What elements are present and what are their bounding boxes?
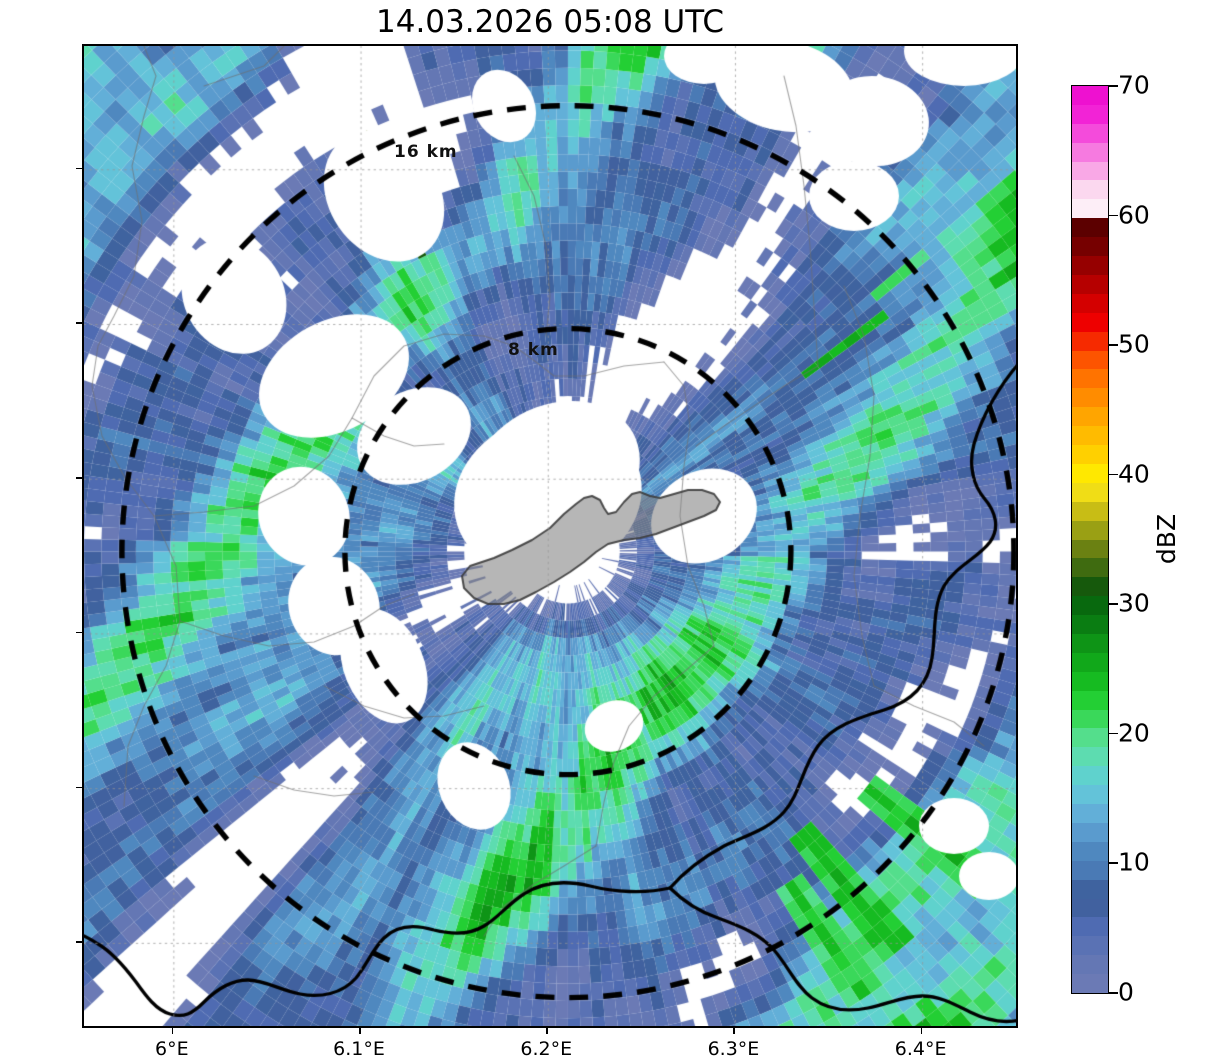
colorbar-band [1072, 179, 1108, 200]
range-ring-label-16km: 16 km [394, 142, 458, 162]
colorbar-band [1072, 879, 1108, 899]
x-tick-mark [920, 1028, 923, 1034]
colorbar-band [1072, 973, 1108, 993]
colorbar-band [1072, 538, 1108, 559]
colorbar-band [1072, 822, 1108, 842]
colorbar-band [1072, 803, 1108, 823]
colorbar [1071, 85, 1109, 994]
x-tick-label: 6°E [155, 1038, 189, 1060]
colorbar-band [1072, 633, 1108, 653]
colorbar-band [1072, 406, 1108, 427]
colorbar-band [1072, 86, 1108, 105]
x-tick-label: 6.2°E [520, 1038, 573, 1060]
colorbar-band [1072, 217, 1108, 238]
colorbar-band [1072, 142, 1108, 162]
colorbar-band [1072, 463, 1108, 483]
y-tick-mark [76, 322, 82, 324]
page-title: 14.03.2026 05:08 UTC [376, 4, 724, 40]
range-rings-layer [84, 46, 1016, 1026]
colorbar-tick-label: 70 [1118, 70, 1150, 100]
colorbar-tick-label: 10 [1118, 847, 1150, 877]
colorbar-band [1072, 690, 1108, 710]
colorbar-tick-label: 60 [1118, 200, 1150, 230]
colorbar-tick-label: 20 [1118, 718, 1150, 748]
colorbar-band [1072, 123, 1108, 143]
x-tick-mark [171, 1028, 174, 1034]
colorbar-band [1072, 198, 1108, 219]
x-tick-label: 6.1°E [333, 1038, 385, 1060]
colorbar-band [1072, 727, 1108, 748]
colorbar-band [1072, 425, 1108, 446]
colorbar-band [1072, 501, 1108, 521]
colorbar-tick-label: 40 [1118, 459, 1150, 489]
colorbar-band [1072, 312, 1108, 332]
colorbar-tick-mark [1109, 344, 1118, 346]
colorbar-band [1072, 784, 1108, 805]
colorbar-tick-mark [1109, 214, 1118, 217]
colorbar-tick-mark [1109, 473, 1118, 476]
colorbar-tick-label: 30 [1118, 588, 1150, 618]
colorbar-band [1072, 897, 1108, 918]
colorbar-axis-label: dBZ [1152, 513, 1181, 565]
colorbar-band [1072, 708, 1108, 729]
colorbar-band [1072, 293, 1108, 313]
colorbar-band [1072, 671, 1108, 691]
colorbar-band [1072, 614, 1108, 634]
y-tick-mark [76, 631, 82, 634]
colorbar-band [1072, 349, 1108, 370]
colorbar-tick-label: 0 [1118, 977, 1134, 1007]
colorbar-tick-mark [1109, 862, 1118, 864]
colorbar-band [1072, 387, 1108, 408]
x-tick-label: 6.4°E [894, 1038, 947, 1060]
colorbar-band [1072, 557, 1108, 578]
colorbar-band [1072, 368, 1108, 389]
x-tick-mark [546, 1028, 548, 1034]
colorbar-band [1072, 520, 1108, 540]
colorbar-tick-label: 50 [1118, 329, 1150, 359]
colorbar-band [1072, 255, 1108, 275]
colorbar-band [1072, 916, 1108, 937]
colorbar-tick-mark [1109, 992, 1118, 994]
y-tick-mark [76, 477, 82, 479]
colorbar-band [1072, 954, 1108, 975]
colorbar-band [1072, 236, 1108, 257]
colorbar-band [1072, 746, 1108, 767]
colorbar-band [1072, 482, 1108, 502]
y-tick-mark [76, 941, 82, 943]
colorbar-band [1072, 274, 1108, 294]
y-tick-mark [76, 786, 82, 789]
colorbar-band [1072, 765, 1108, 786]
colorbar-band [1072, 444, 1108, 464]
colorbar-band [1072, 935, 1108, 956]
radar-plot-area[interactable]: 16 km 8 km [82, 44, 1018, 1028]
x-tick-mark [733, 1028, 735, 1034]
colorbar-tick-mark [1109, 85, 1118, 87]
colorbar-band [1072, 652, 1108, 672]
colorbar-band [1072, 576, 1108, 597]
x-tick-mark [359, 1028, 361, 1034]
colorbar-band [1072, 104, 1108, 124]
colorbar-tick-mark [1109, 732, 1118, 735]
x-tick-label: 6.3°E [707, 1038, 760, 1060]
colorbar-band [1072, 841, 1108, 861]
colorbar-band [1072, 331, 1108, 351]
y-axis-ticks: 49.75°N49.7°N49.65°N49.6°N49.55°N49.5°N [0, 0, 82, 1064]
y-tick-mark [76, 167, 82, 170]
colorbar-tick-mark [1109, 603, 1118, 605]
colorbar-band [1072, 860, 1108, 880]
colorbar-band [1072, 161, 1108, 181]
range-ring-label-8km: 8 km [508, 340, 559, 360]
colorbar-band [1072, 595, 1108, 616]
